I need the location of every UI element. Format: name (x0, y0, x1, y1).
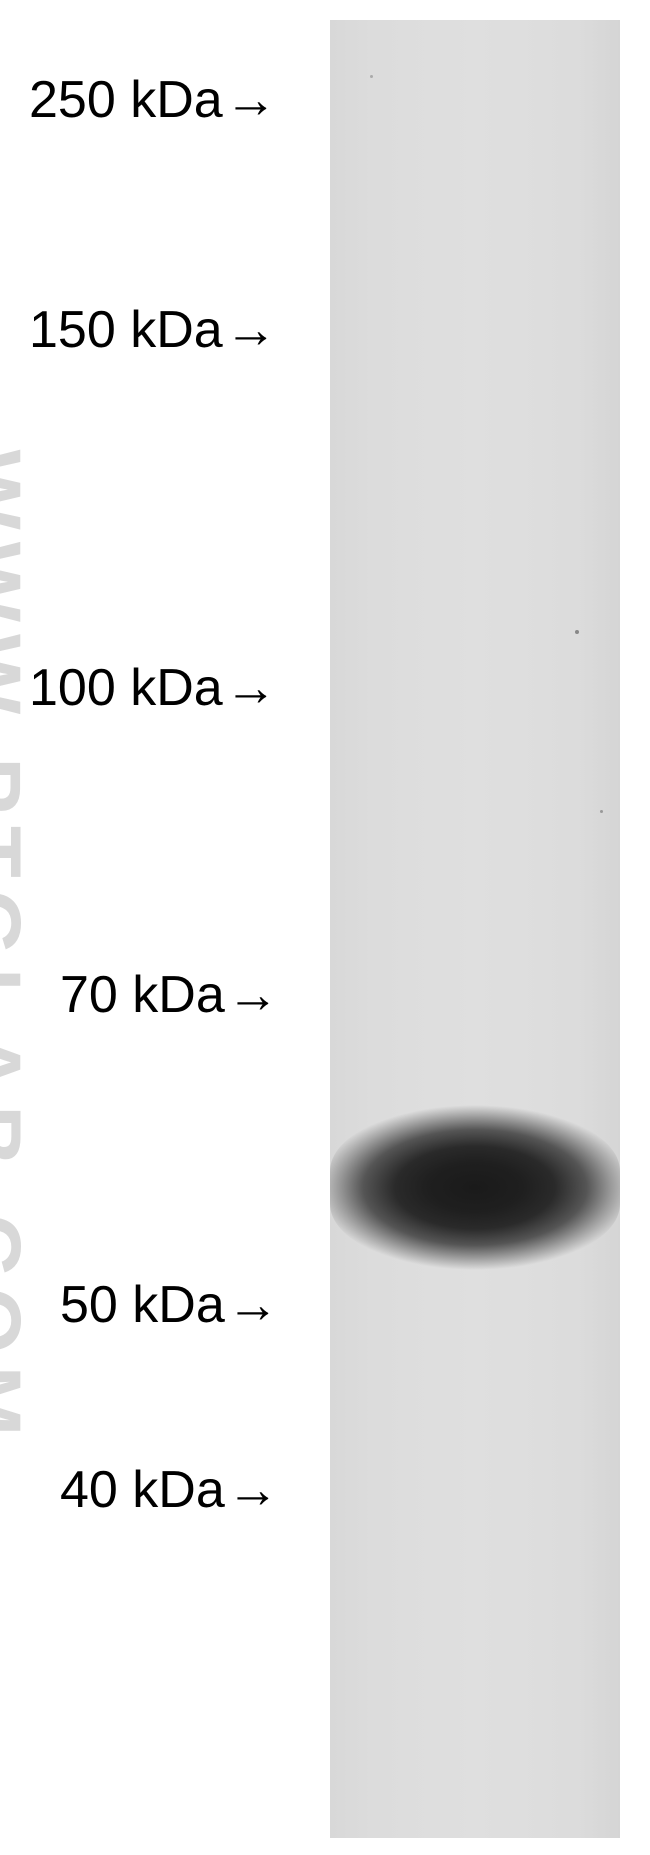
marker-5: 40 kDa→ (60, 1460, 279, 1520)
blot-lane (330, 20, 620, 1838)
western-blot-container: WWW.PTGLAB.COM 250 kDa→150 kDa→100 kDa→7… (0, 0, 650, 1855)
arrow-icon: → (225, 658, 277, 718)
marker-label-text: 70 kDa (60, 965, 225, 1025)
watermark-text: WWW.PTGLAB.COM (0, 450, 38, 1449)
protein-band (330, 1105, 620, 1270)
arrow-icon: → (227, 1460, 279, 1520)
marker-label-text: 40 kDa (60, 1460, 225, 1520)
marker-label-text: 150 kDa (29, 300, 223, 360)
marker-label-text: 100 kDa (29, 658, 223, 718)
arrow-icon: → (227, 965, 279, 1025)
arrow-icon: → (227, 1275, 279, 1335)
marker-label-text: 250 kDa (29, 70, 223, 130)
arrow-icon: → (225, 70, 277, 130)
marker-0: 250 kDa→ (29, 70, 277, 130)
marker-label-text: 50 kDa (60, 1275, 225, 1335)
speck-1 (600, 810, 603, 813)
marker-1: 150 kDa→ (29, 300, 277, 360)
marker-3: 70 kDa→ (60, 965, 279, 1025)
marker-2: 100 kDa→ (29, 658, 277, 718)
arrow-icon: → (225, 300, 277, 360)
speck-0 (575, 630, 579, 634)
marker-4: 50 kDa→ (60, 1275, 279, 1335)
speck-2 (370, 75, 373, 78)
